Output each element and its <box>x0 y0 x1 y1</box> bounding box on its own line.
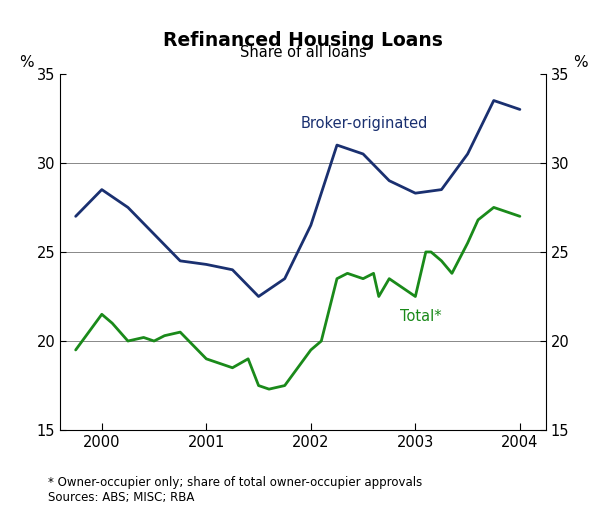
Text: Broker-originated: Broker-originated <box>301 116 428 131</box>
Text: Share of all loans: Share of all loans <box>239 45 367 60</box>
Text: %: % <box>19 55 33 70</box>
Text: %: % <box>573 55 587 70</box>
Text: Total*: Total* <box>400 309 442 324</box>
Text: * Owner-occupier only; share of total owner-occupier approvals
Sources: ABS; MIS: * Owner-occupier only; share of total ow… <box>48 476 422 504</box>
Title: Refinanced Housing Loans: Refinanced Housing Loans <box>163 31 443 50</box>
